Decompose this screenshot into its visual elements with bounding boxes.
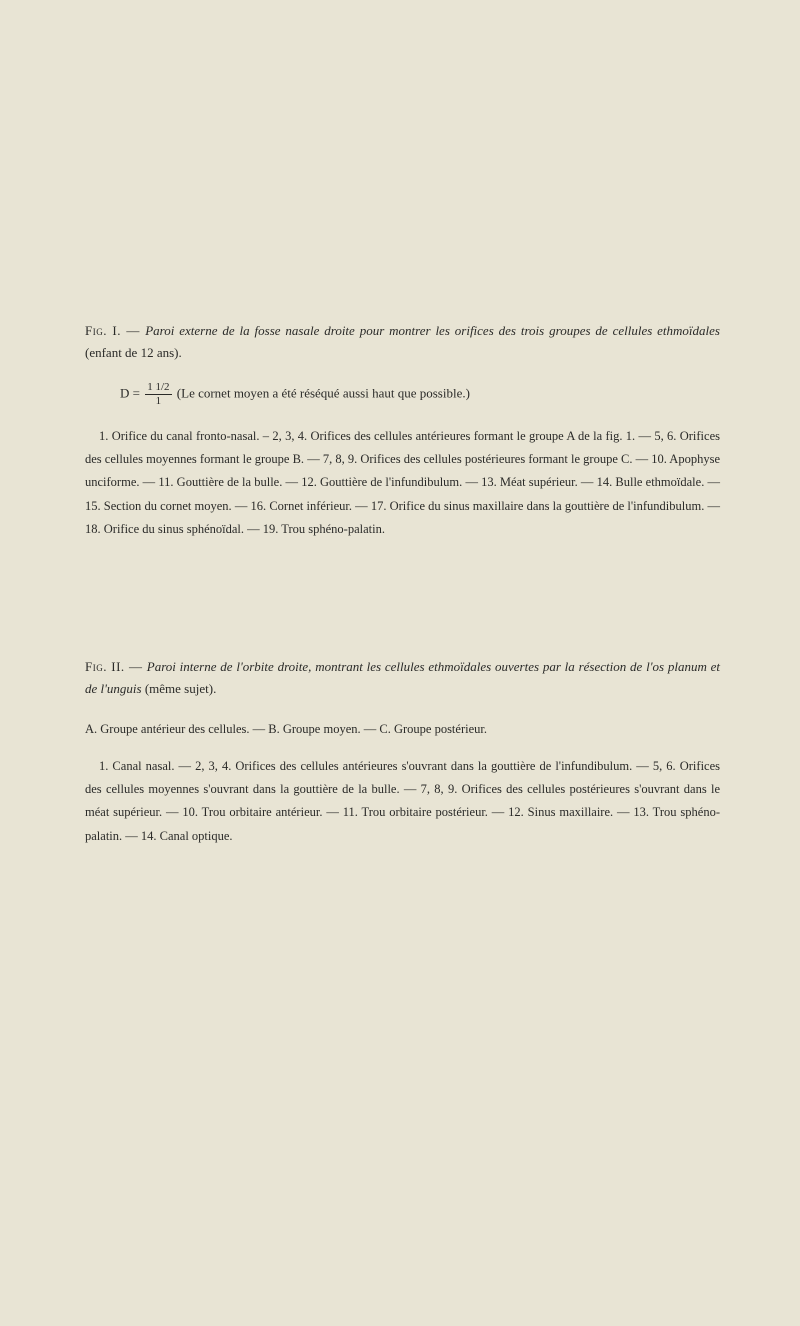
figure-1-description: 1. Orifice du canal fronto-nasal. – 2, 3… [85,425,720,541]
figure-2-title: Fig. II. — Paroi interne de l'orbite dro… [85,656,720,700]
figure-1-formula: D = 1 1/21 (Le cornet moyen a été réséqu… [120,382,720,407]
figure-1-title: Fig. I. — Paroi externe de la fosse nasa… [85,320,720,364]
formula-denominator: 1 [145,395,171,407]
figure-2-block: Fig. II. — Paroi interne de l'orbite dro… [85,656,720,848]
formula-suffix: (Le cornet moyen a été réséqué aussi hau… [174,386,470,401]
figure-1-title-italic: Paroi externe de la fosse nasale droite … [145,323,720,338]
figure-1-label: Fig. I. — [85,323,145,338]
figure-2-group-line: A. Groupe antérieur des cellules. — B. G… [85,718,720,741]
formula-prefix: D = [120,386,143,401]
figure-1-block: Fig. I. — Paroi externe de la fosse nasa… [85,320,720,541]
figure-2-label: Fig. II. — [85,659,147,674]
figure-2-description: 1. Canal nasal. — 2, 3, 4. Orifices des … [85,755,720,848]
formula-numerator: 1 1/2 [145,382,171,395]
formula-fraction: 1 1/21 [145,382,171,407]
figure-1-title-tail: (enfant de 12 ans). [85,345,182,360]
figure-2-title-tail: (même sujet). [142,681,217,696]
